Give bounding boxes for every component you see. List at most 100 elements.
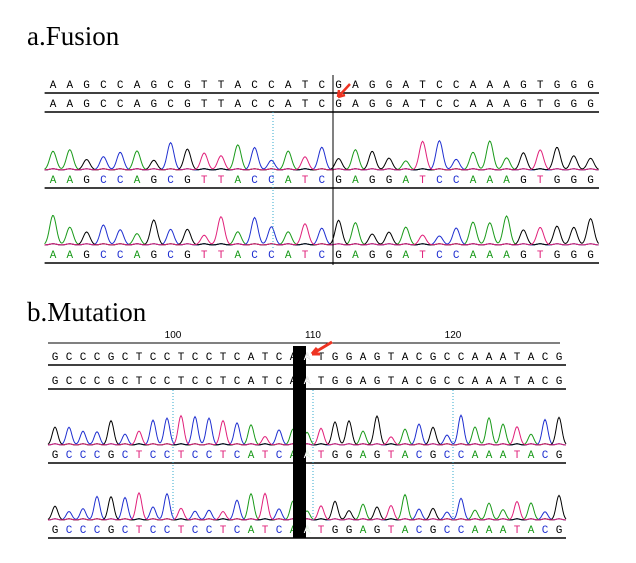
- base-letter: C: [100, 80, 107, 92]
- base-letter: T: [419, 80, 426, 92]
- base-letter: C: [444, 525, 451, 537]
- base-letter: C: [234, 450, 241, 462]
- base-letter: T: [318, 450, 325, 462]
- base-letter: G: [83, 175, 90, 187]
- base-letter: A: [50, 175, 57, 187]
- base-letter: T: [388, 525, 395, 537]
- base-letter: C: [164, 352, 171, 364]
- base-letter: C: [251, 80, 258, 92]
- base-letter: A: [470, 99, 477, 111]
- base-letter: C: [117, 250, 124, 262]
- base-letter: A: [50, 250, 57, 262]
- base-letter: G: [335, 80, 342, 92]
- base-letter: C: [167, 99, 174, 111]
- base-letter: T: [318, 525, 325, 537]
- base-letter: C: [94, 352, 101, 364]
- base-letter: C: [318, 99, 325, 111]
- base-letter: A: [50, 99, 57, 111]
- base-letter: A: [248, 525, 255, 537]
- base-letter: G: [52, 352, 59, 364]
- base-letter: A: [304, 525, 311, 537]
- base-letter: C: [100, 99, 107, 111]
- base-letter: C: [150, 352, 157, 364]
- base-letter: G: [570, 99, 577, 111]
- trace: [47, 491, 567, 521]
- base-letter: G: [52, 450, 59, 462]
- base-letter: T: [201, 175, 208, 187]
- base-letter: C: [436, 250, 443, 262]
- base-letter: A: [503, 250, 510, 262]
- base-letter: C: [416, 352, 423, 364]
- base-letter: G: [335, 175, 342, 187]
- base-letter: T: [419, 250, 426, 262]
- base-letter: G: [335, 250, 342, 262]
- base-letter: C: [122, 450, 129, 462]
- trace: [44, 214, 599, 246]
- base-letter: T: [302, 80, 309, 92]
- base-letter: G: [430, 352, 437, 364]
- base-letter: A: [285, 175, 292, 187]
- base-letter: C: [80, 525, 87, 537]
- base-letter: G: [150, 250, 157, 262]
- base-letter: G: [332, 376, 339, 388]
- base-letter: C: [268, 80, 275, 92]
- base-letter: A: [500, 376, 507, 388]
- base-letter: C: [458, 352, 465, 364]
- panel-title: b.Mutation: [27, 297, 147, 327]
- base-letter: C: [416, 525, 423, 537]
- base-letter: T: [220, 352, 227, 364]
- base-letter: A: [486, 525, 493, 537]
- base-letter: G: [335, 99, 342, 111]
- base-letter: C: [458, 525, 465, 537]
- base-letter: C: [80, 450, 87, 462]
- base-letter: A: [134, 175, 141, 187]
- base-letter: T: [262, 450, 269, 462]
- base-letter: T: [178, 450, 185, 462]
- base-letter: G: [556, 376, 563, 388]
- base-letter: A: [470, 175, 477, 187]
- base-letter: G: [346, 376, 353, 388]
- base-letter: G: [587, 175, 594, 187]
- base-letter: A: [66, 250, 73, 262]
- base-letter: A: [234, 99, 241, 111]
- base-letter: G: [374, 525, 381, 537]
- base-letter: C: [66, 525, 73, 537]
- base-letter: A: [360, 352, 367, 364]
- base-letter: C: [436, 99, 443, 111]
- base-letter: T: [302, 250, 309, 262]
- base-letter: C: [66, 376, 73, 388]
- base-letter: A: [304, 450, 311, 462]
- base-letter: A: [500, 450, 507, 462]
- base-letter: T: [302, 99, 309, 111]
- base-letter: T: [201, 80, 208, 92]
- base-letter: A: [503, 99, 510, 111]
- base-letter: G: [570, 175, 577, 187]
- base-letter: T: [218, 99, 225, 111]
- base-letter: A: [360, 450, 367, 462]
- base-letter: A: [248, 352, 255, 364]
- base-letter: C: [66, 450, 73, 462]
- base-letter: A: [66, 99, 73, 111]
- base-letter: T: [178, 525, 185, 537]
- base-letter: G: [108, 525, 115, 537]
- trace: [44, 216, 599, 246]
- base-letter: A: [402, 250, 409, 262]
- base-letter: G: [430, 525, 437, 537]
- base-letter: A: [352, 80, 359, 92]
- arrow: [310, 340, 333, 356]
- base-letter: C: [117, 80, 124, 92]
- base-letter: T: [262, 352, 269, 364]
- base-letter: A: [285, 80, 292, 92]
- base-letter: A: [234, 80, 241, 92]
- base-letter: A: [503, 175, 510, 187]
- base-letter: A: [234, 250, 241, 262]
- base-letter: C: [117, 175, 124, 187]
- base-letter: A: [304, 352, 311, 364]
- base-letter: A: [285, 99, 292, 111]
- base-letter: C: [268, 99, 275, 111]
- base-letter: G: [430, 376, 437, 388]
- base-letter: C: [164, 450, 171, 462]
- base-letter: T: [220, 525, 227, 537]
- base-letter: C: [436, 80, 443, 92]
- base-letter: T: [537, 99, 544, 111]
